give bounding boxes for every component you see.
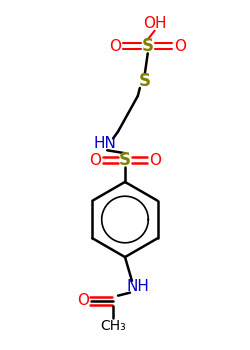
Text: NH: NH [126,279,149,294]
Text: O: O [89,153,101,168]
Text: S: S [139,72,151,90]
Text: O: O [109,39,121,54]
Text: O: O [174,39,186,54]
Text: S: S [119,151,131,169]
Text: OH: OH [143,16,167,31]
Text: CH₃: CH₃ [100,319,126,333]
Text: HN: HN [94,136,117,151]
Text: S: S [142,37,154,55]
Text: O: O [149,153,161,168]
Text: O: O [78,293,90,308]
